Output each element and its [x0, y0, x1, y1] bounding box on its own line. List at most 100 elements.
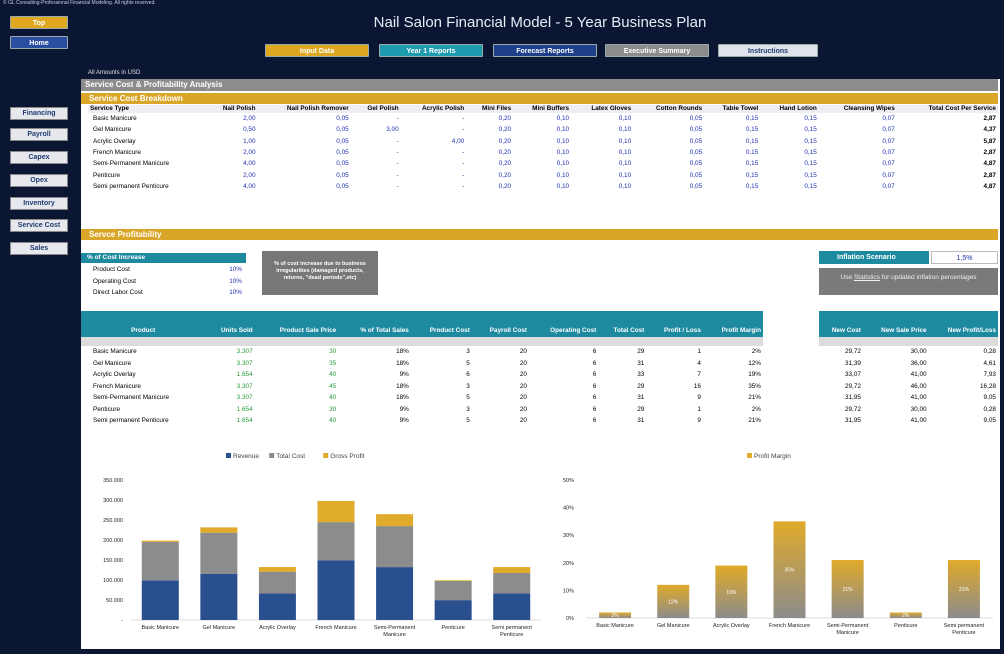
table-cell: 6 — [592, 417, 597, 425]
table-cell: 3.307 — [236, 348, 253, 356]
table-row: Semi-Permanent Manicure 3.307 40 18% 5 20 6 31 9… — [81, 392, 763, 404]
sidebar-item-inventory[interactable]: Inventory — [10, 197, 68, 210]
statistics-link[interactable]: Statistics — [853, 274, 880, 281]
table-cell: 21% — [748, 417, 761, 425]
column-header: Hand Lotion — [779, 105, 817, 112]
table-cell: 6 — [592, 348, 597, 356]
table-row: Semi-Permanent Manicure 4,00 0,05 - - 0,20 0,1… — [88, 158, 998, 169]
table-cell: 0,10 — [556, 149, 570, 157]
table-cell: 0,05 — [336, 126, 349, 134]
tab-instructions[interactable]: Instructions — [718, 44, 818, 57]
table-cell: Semi-Permanent Manicure — [93, 160, 170, 168]
table-cell: French Manicure — [93, 149, 141, 157]
table-cell: 0,07 — [882, 115, 895, 123]
table-cell: 31 — [637, 359, 645, 367]
profit-margin-chart: Profit Margin 0% 10% 20% 30% 40% 50% 2% Basic Ma… — [563, 453, 993, 636]
top-button[interactable]: Top — [10, 16, 68, 29]
table-cell: 0,07 — [882, 160, 895, 168]
table-cell: 0,05 — [689, 126, 703, 134]
tab-year-1-reports[interactable]: Year 1 Reports — [379, 44, 483, 57]
column-header: Table Towel — [722, 105, 759, 112]
table-cell: 4,00 — [451, 137, 465, 145]
sidebar-item-capex[interactable]: Capex — [10, 151, 68, 164]
table-cell: 1.654 — [236, 405, 253, 413]
bar-total-cost — [141, 541, 179, 581]
table-cell: 41,00 — [910, 417, 927, 425]
table-cell: 29,72 — [844, 382, 861, 390]
sidebar-item-opex[interactable]: Opex — [10, 174, 68, 187]
table-cell: 29 — [637, 405, 645, 413]
cost-increase-note: % of cost increase due to business irreg… — [262, 251, 378, 295]
sidebar-item-payroll[interactable]: Payroll — [10, 128, 68, 141]
cost-increase-value[interactable]: 10% — [229, 266, 242, 273]
cost-increase-value[interactable]: 10% — [229, 289, 242, 296]
table-cell: 3.307 — [236, 394, 253, 402]
legend-swatch — [269, 453, 275, 458]
category-label: French Manicure — [315, 625, 356, 631]
table-cell: 4,00 — [243, 160, 256, 168]
legend-swatch — [747, 453, 752, 458]
bar-total-cost — [376, 526, 414, 568]
inflation-value[interactable]: 1,5% — [931, 251, 998, 264]
table-row: Semi permanent Penticure 4,00 0,05 - - 0,20 0,… — [88, 181, 998, 192]
column-header: Units Sold — [205, 311, 255, 337]
y-tick-label: 350.000 — [103, 478, 123, 484]
table-cell: 4,87 — [983, 160, 996, 168]
table-row: Basic Manicure 3.307 30 18% 3 20 6 29 1 2% — [81, 346, 763, 358]
table-cell: 45 — [329, 382, 337, 390]
table-cell: 29 — [637, 348, 645, 356]
sidebar-item-financing[interactable]: Financing — [10, 107, 68, 120]
table-row: French Manicure 2,00 0,05 - - 0,20 0,10 0,10 0,0… — [88, 147, 998, 158]
sidebar-item-service-cost[interactable]: Service Cost — [10, 219, 68, 232]
category-label: Manicure — [836, 630, 859, 636]
table-row: Penticure 1.654 30 9% 3 20 6 29 1 2% — [81, 404, 763, 416]
cost-increase-label: Direct Labor Cost — [93, 289, 143, 296]
home-button[interactable]: Home — [10, 36, 68, 49]
table-cell: 0,10 — [618, 137, 632, 145]
data-label: 19% — [726, 590, 737, 596]
data-label: 21% — [843, 587, 854, 593]
category-label: Penticure — [500, 632, 523, 638]
table-cell: 35% — [748, 382, 761, 390]
sidebar-item-sales[interactable]: Sales — [10, 242, 68, 255]
bar-revenue — [141, 580, 179, 620]
table-cell: - — [396, 182, 399, 190]
legend-label: Revenue — [233, 453, 259, 460]
table-cell: 0,20 — [498, 160, 512, 168]
table-cell: 12% — [748, 359, 761, 367]
new-pricing-table: New Cost New Sale Price New Profit/Loss 29… — [819, 311, 998, 427]
tab-forecast-reports[interactable]: Forecast Reports — [493, 44, 597, 57]
table-cell: 0,10 — [618, 126, 632, 134]
tab-input-data[interactable]: Input Data — [265, 44, 369, 57]
bar-profit-margin — [831, 560, 864, 618]
table-cell: 6 — [592, 371, 597, 379]
table-cell: 9% — [399, 371, 409, 379]
bar-gross-profit — [434, 580, 472, 581]
column-header: Payroll Cost — [471, 311, 529, 337]
column-header: Nail Polish — [222, 105, 256, 112]
table-cell: 3,00 — [386, 126, 399, 134]
table-cell: 3 — [466, 405, 470, 413]
table-cell: Basic Manicure — [93, 115, 137, 123]
table-cell: 0,10 — [556, 126, 570, 134]
cost-increase-value[interactable]: 10% — [229, 277, 242, 285]
table-cell: - — [462, 160, 465, 168]
page-title: Nail Salon Financial Model - 5 Year Busi… — [373, 14, 707, 31]
column-header: New Sale Price — [862, 311, 929, 337]
table-cell: Gel Manicure — [93, 359, 132, 367]
section-title: Service Cost & Profitability Analysis — [81, 79, 998, 91]
column-header: Product — [81, 311, 206, 337]
table-cell: 9% — [399, 405, 409, 413]
y-tick-label: 50% — [563, 478, 574, 484]
tab-executive-summary[interactable]: Executive Summary — [605, 44, 709, 57]
table-cell: 0,05 — [689, 149, 703, 157]
y-tick-label: - — [121, 618, 123, 624]
table-cell: - — [462, 126, 465, 134]
table-cell: 0,20 — [498, 137, 512, 145]
category-label: Gel Manicure — [202, 625, 235, 631]
table-cell: 3.307 — [236, 382, 253, 390]
table-cell: 31,39 — [844, 359, 861, 367]
category-label: Acrylic Overlay — [713, 623, 750, 629]
column-header: Mini Buffers — [532, 105, 570, 112]
table-cell: 33 — [637, 371, 645, 379]
